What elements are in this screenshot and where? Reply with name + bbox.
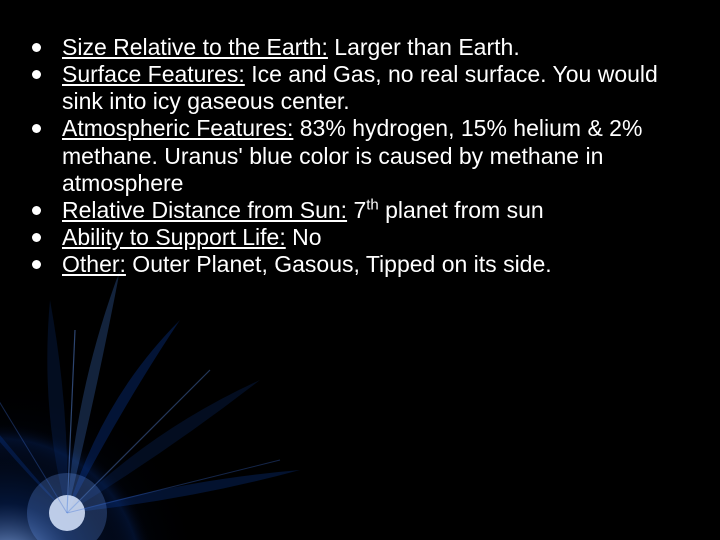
bullet-icon <box>32 43 41 52</box>
item-label: Other: <box>62 251 126 277</box>
list-item: Surface Features: Ice and Gas, no real s… <box>26 61 694 115</box>
list-item: Atmospheric Features: 83% hydrogen, 15% … <box>26 115 694 196</box>
lens-flare-decoration <box>0 240 340 540</box>
bullet-list: Size Relative to the Earth: Larger than … <box>26 34 694 278</box>
content-area: Size Relative to the Earth: Larger than … <box>0 0 720 278</box>
item-value: Outer Planet, Gasous, Tipped on its side… <box>126 251 552 277</box>
item-label: Relative Distance from Sun: <box>62 197 347 223</box>
item-value-sup: th <box>366 196 378 213</box>
bullet-icon <box>32 124 41 133</box>
item-label: Size Relative to the Earth: <box>62 34 328 60</box>
item-value: Larger than Earth. <box>328 34 520 60</box>
item-label: Surface Features: <box>62 61 245 87</box>
list-item: Other: Outer Planet, Gasous, Tipped on i… <box>26 251 694 278</box>
slide: Size Relative to the Earth: Larger than … <box>0 0 720 540</box>
item-value-post: planet from sun <box>379 197 544 223</box>
bullet-icon <box>32 233 41 242</box>
bullet-icon <box>32 260 41 269</box>
bullet-icon <box>32 70 41 79</box>
item-value-pre: 7 <box>347 197 366 223</box>
bullet-icon <box>32 206 41 215</box>
list-item: Relative Distance from Sun: 7th planet f… <box>26 197 694 224</box>
item-label: Atmospheric Features: <box>62 115 293 141</box>
list-item: Size Relative to the Earth: Larger than … <box>26 34 694 61</box>
list-item: Ability to Support Life: No <box>26 224 694 251</box>
item-label: Ability to Support Life: <box>62 224 286 250</box>
item-value: No <box>286 224 322 250</box>
